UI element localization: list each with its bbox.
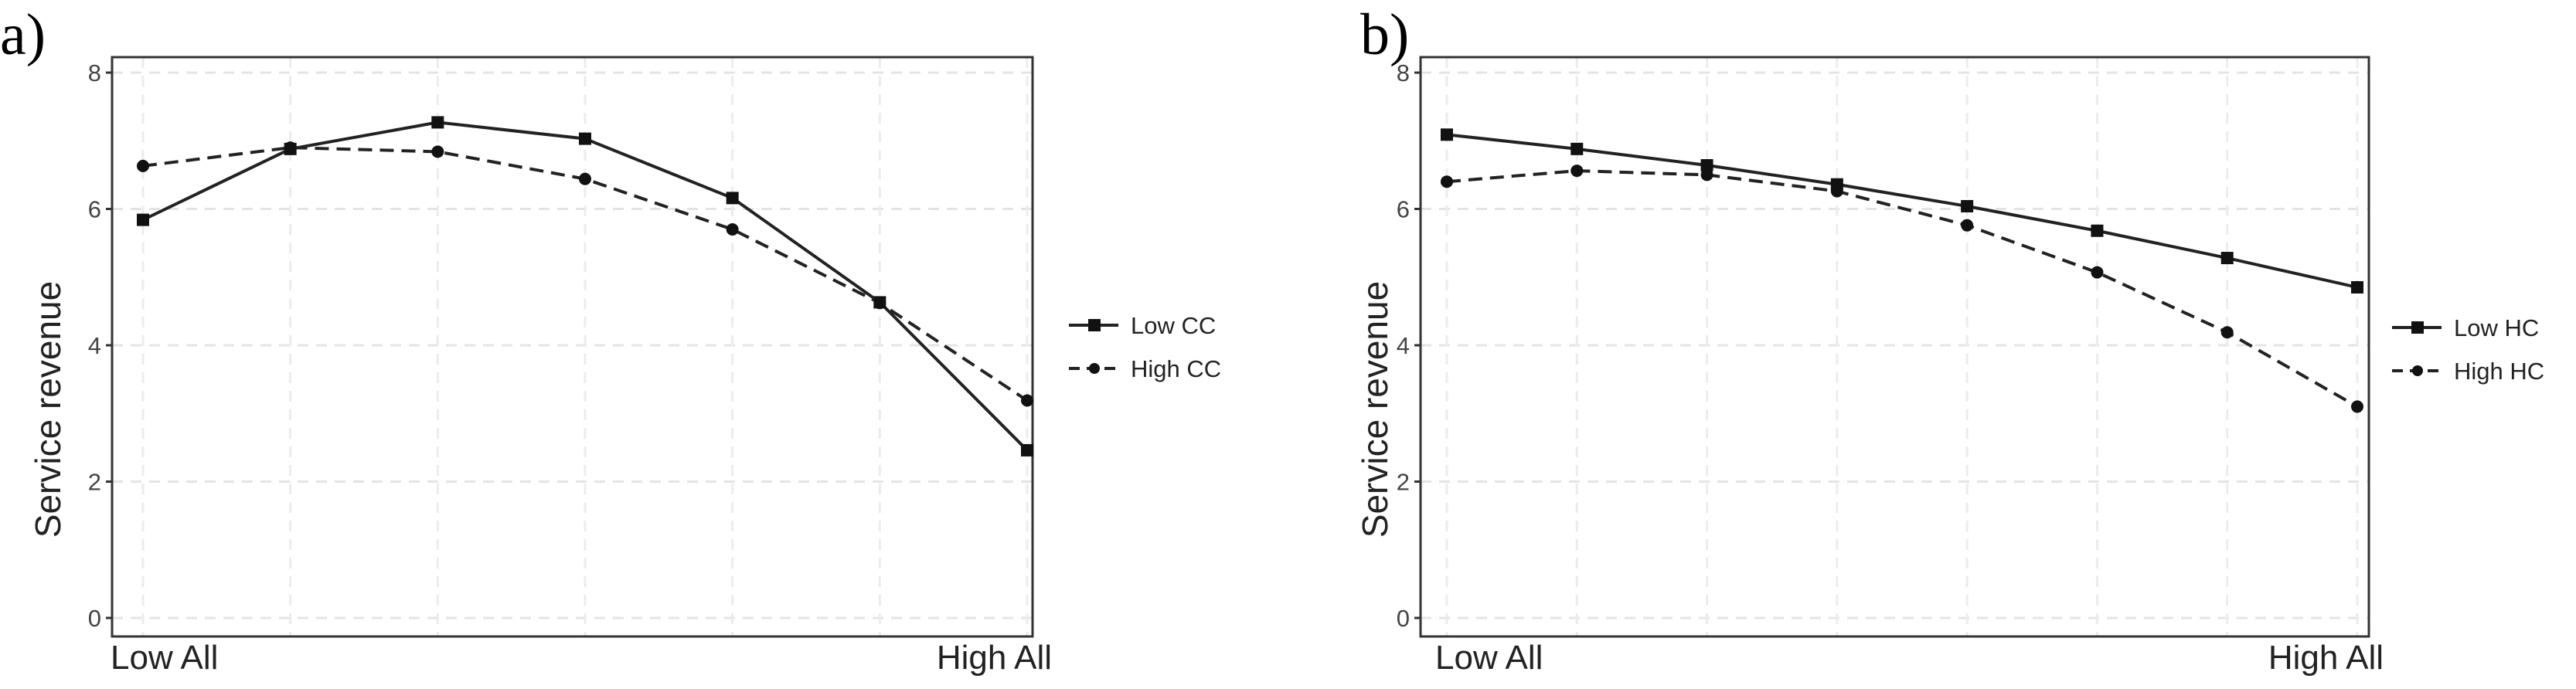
data-point-circle (2351, 400, 2363, 413)
legend-marker-circle (1089, 363, 1100, 374)
legend-item: High HC (2392, 358, 2544, 385)
y-tick-label: 8 (88, 59, 101, 87)
legend-item: High CC (1069, 355, 1221, 382)
data-point-circle (1441, 175, 1453, 188)
y-tick-label: 2 (1397, 469, 1410, 496)
y-tick-label: 0 (88, 605, 101, 632)
data-point-circle (2091, 266, 2104, 279)
chart-panel-b: 0 2 4 6 8 Low All High All Service revenue b) Low… (1355, 2, 2544, 677)
legend-item: Low HC (2392, 314, 2539, 341)
data-point-circle (431, 145, 444, 158)
x-tick-label-high: High All (2268, 639, 2384, 677)
panel-label: a) (0, 2, 46, 67)
data-point-circle (873, 297, 886, 310)
data-point-circle (726, 222, 739, 236)
x-tick-label-high: High All (937, 639, 1052, 677)
plot-frame (1419, 56, 2370, 638)
data-point-square (1441, 128, 1453, 141)
legend-marker-square (2411, 321, 2424, 334)
panel-label: b) (1360, 2, 1409, 67)
series-low-hc (1441, 128, 2363, 294)
x-tick-label-low: Low All (1435, 639, 1543, 677)
y-tick-label: 4 (88, 332, 101, 359)
series-high-cc (137, 141, 1033, 407)
data-point-circle (1961, 219, 1974, 232)
x-tick-label-low: Low All (111, 639, 218, 677)
y-tick-label: 0 (1397, 605, 1410, 632)
y-tick-label: 2 (88, 469, 101, 496)
data-point-circle (2220, 326, 2234, 339)
data-point-square (1961, 199, 1974, 212)
y-tick-label: 6 (1397, 196, 1410, 223)
data-point-square (726, 192, 739, 205)
legend-label: Low HC (2454, 314, 2539, 341)
legend-marker-square (1088, 319, 1101, 331)
chart-panel-a: 0 2 4 6 8 Low All High All Service revenue a) Low… (0, 2, 1221, 677)
data-point-circle (1700, 168, 1713, 182)
legend-label: High HC (2454, 358, 2544, 385)
legend-label: High CC (1131, 355, 1221, 382)
legend-label: Low CC (1131, 312, 1216, 339)
legend-item: Low CC (1069, 312, 1216, 339)
data-point-square (2351, 280, 2363, 294)
data-point-square (431, 116, 444, 129)
data-point-circle (1570, 165, 1584, 178)
data-point-square (2091, 224, 2104, 237)
series-high-hc (1441, 165, 2363, 413)
data-point-circle (284, 141, 297, 154)
y-tick-label: 6 (88, 196, 101, 223)
legend-marker-circle (2412, 365, 2423, 376)
plot-frame (111, 56, 1034, 638)
series-line (1446, 169, 2358, 409)
data-point-circle (1830, 185, 1843, 198)
data-point-circle (137, 159, 149, 172)
y-axis-label: Service revenue (28, 281, 68, 538)
data-point-square (1700, 159, 1713, 172)
data-point-circle (1021, 394, 1033, 407)
data-point-square (1021, 443, 1033, 457)
y-tick-label: 4 (1397, 332, 1410, 359)
data-point-square (1570, 142, 1584, 155)
y-axis-label: Service revenue (1355, 281, 1395, 538)
y-tick-label: 8 (1397, 59, 1410, 87)
data-point-square (137, 213, 149, 226)
data-point-square (579, 132, 591, 145)
data-point-circle (579, 172, 591, 185)
data-point-square (2220, 252, 2234, 265)
series-line (1446, 133, 2358, 289)
